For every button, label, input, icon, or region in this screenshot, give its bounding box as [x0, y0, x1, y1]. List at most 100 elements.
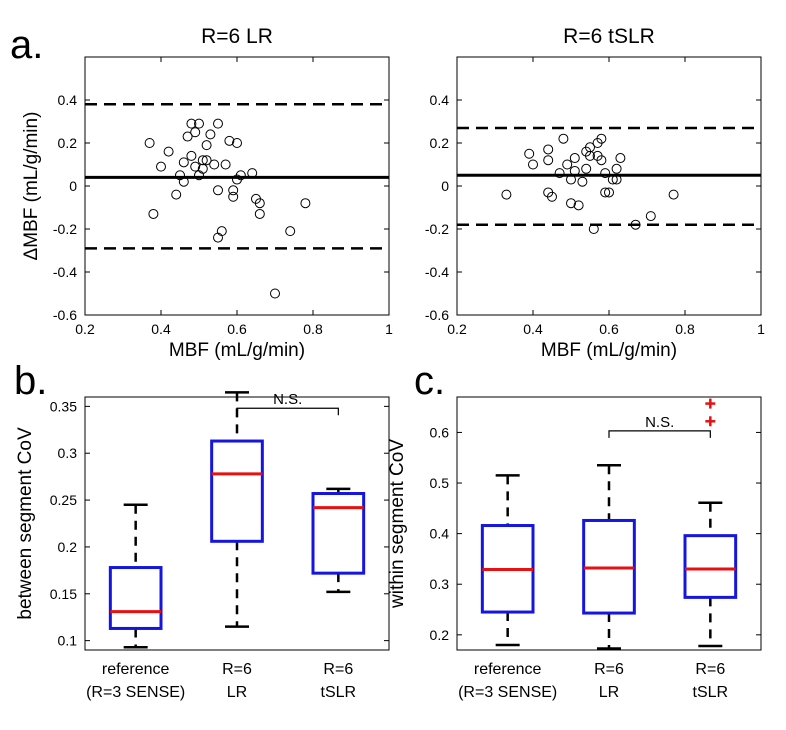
y-tick-label: 0.6 — [430, 424, 450, 440]
data-point — [566, 174, 576, 185]
data-point — [569, 165, 580, 176]
axes-box — [84, 56, 390, 316]
data-point — [630, 219, 641, 230]
data-point — [201, 155, 212, 166]
y-tick-label: -0.4 — [53, 264, 77, 280]
outlier-marker — [705, 398, 716, 409]
data-point — [254, 208, 265, 219]
y-tick-label: -0.2 — [53, 221, 77, 237]
data-point — [156, 161, 166, 172]
data-point — [543, 144, 554, 155]
data-point — [190, 161, 201, 172]
data-point — [171, 189, 182, 200]
y-tick-label: 0.4 — [430, 92, 450, 108]
data-point — [615, 153, 626, 164]
y-tick-label: -0.6 — [53, 307, 77, 323]
x-tick-label: 0.8 — [675, 321, 695, 337]
y-tick-label: 0.1 — [58, 633, 78, 649]
category-label-line2: tSLR — [321, 684, 357, 701]
data-point — [190, 127, 201, 138]
data-point — [254, 198, 265, 209]
data-point — [205, 129, 216, 140]
data-point — [213, 232, 223, 243]
plot-title: R=6 tSLR — [563, 25, 655, 48]
data-point — [554, 168, 565, 179]
data-point — [611, 174, 622, 185]
category-label-line1: R=6 — [323, 661, 353, 678]
category-label-line2: (R=3 SENSE) — [86, 684, 185, 701]
category-label-line2: tSLR — [693, 684, 729, 701]
data-point — [524, 148, 535, 159]
x-tick-label: 1 — [385, 321, 393, 337]
data-point — [607, 174, 618, 185]
data-point — [573, 200, 584, 211]
data-point — [228, 185, 239, 196]
boxplot-within-segment: 0.2 0.3 0.4 0.5 0.6 reference (R=3 SENSE) R=6 LR… — [387, 396, 762, 701]
scatter-plot-lr: -0.6 -0.4 -0.2 0 0.2 0.4 0.2 0.4 0.6 0.8 1 R=6 LR MB… — [21, 25, 393, 361]
data-point — [182, 131, 193, 142]
panel-label-c: c. — [414, 359, 445, 403]
box-iqr — [210, 439, 264, 543]
y-axis-label: ΔMBF (mL/g/min) — [21, 112, 42, 261]
scatter-plot-tslr: -0.6 -0.4 -0.2 0 0.2 0.4 0.2 0.4 0.6 0.8 1 R=6 tSLR… — [425, 25, 765, 361]
y-axis-label: between segment CoV — [15, 427, 36, 620]
category-label-line1: reference — [474, 661, 542, 678]
x-tick-label: 0.6 — [599, 321, 619, 337]
data-point — [178, 157, 189, 168]
data-point — [228, 191, 239, 202]
significance-label: N.S. — [273, 391, 302, 408]
x-tick-label: 0.2 — [447, 321, 467, 337]
significance-label: N.S. — [645, 414, 674, 431]
category-label-line1: reference — [102, 661, 170, 678]
data-point — [558, 133, 569, 144]
panel-label-a: a. — [10, 23, 43, 67]
data-point — [201, 140, 212, 151]
data-point — [577, 176, 588, 187]
outlier-marker — [705, 416, 716, 427]
y-tick-label: 0 — [69, 178, 77, 194]
data-point — [668, 189, 679, 200]
box-iqr — [683, 534, 738, 599]
y-tick-label: 0.3 — [430, 576, 450, 592]
data-point — [220, 159, 231, 170]
y-tick-label: 0.2 — [58, 135, 78, 151]
data-point — [209, 159, 220, 170]
data-point — [213, 118, 223, 129]
data-point — [186, 150, 197, 161]
category-label-line2: (R=3 SENSE) — [458, 684, 557, 701]
data-point — [547, 191, 557, 202]
data-point — [194, 118, 204, 129]
y-tick-label: 0.3 — [58, 445, 78, 461]
data-point — [596, 155, 607, 166]
data-point — [224, 135, 235, 146]
data-point — [144, 138, 155, 148]
data-point — [285, 226, 296, 237]
data-point — [562, 159, 573, 170]
y-axis-label: within segment CoV — [387, 439, 408, 609]
boxplot-between-segment: 0.1 0.15 0.2 0.25 0.3 0.35 reference (R=3 SENSE… — [15, 391, 390, 701]
data-point — [600, 187, 611, 198]
data-point — [213, 185, 223, 196]
box-iqr — [311, 492, 366, 575]
data-point — [528, 159, 538, 170]
data-point — [232, 138, 242, 148]
y-tick-label: 0 — [441, 178, 449, 194]
plot-title: R=6 LR — [201, 25, 273, 48]
y-tick-label: 0.4 — [430, 526, 450, 542]
data-point — [163, 146, 174, 157]
data-point — [611, 163, 622, 174]
category-label-line1: R=6 — [594, 661, 624, 678]
y-tick-label: -0.4 — [425, 264, 449, 280]
x-tick-label: 0.4 — [151, 321, 171, 337]
significance-bracket — [236, 407, 339, 416]
category-label-line2: LR — [599, 684, 619, 701]
data-point — [543, 155, 554, 166]
data-point — [501, 189, 512, 200]
category-label-line1: R=6 — [222, 661, 252, 678]
y-tick-label: 0.2 — [58, 539, 78, 555]
data-point — [569, 153, 580, 164]
x-axis-label: MBF (mL/g/min) — [169, 340, 305, 361]
y-tick-label: 0.2 — [430, 135, 450, 151]
data-point — [566, 198, 576, 209]
data-point — [585, 150, 595, 161]
